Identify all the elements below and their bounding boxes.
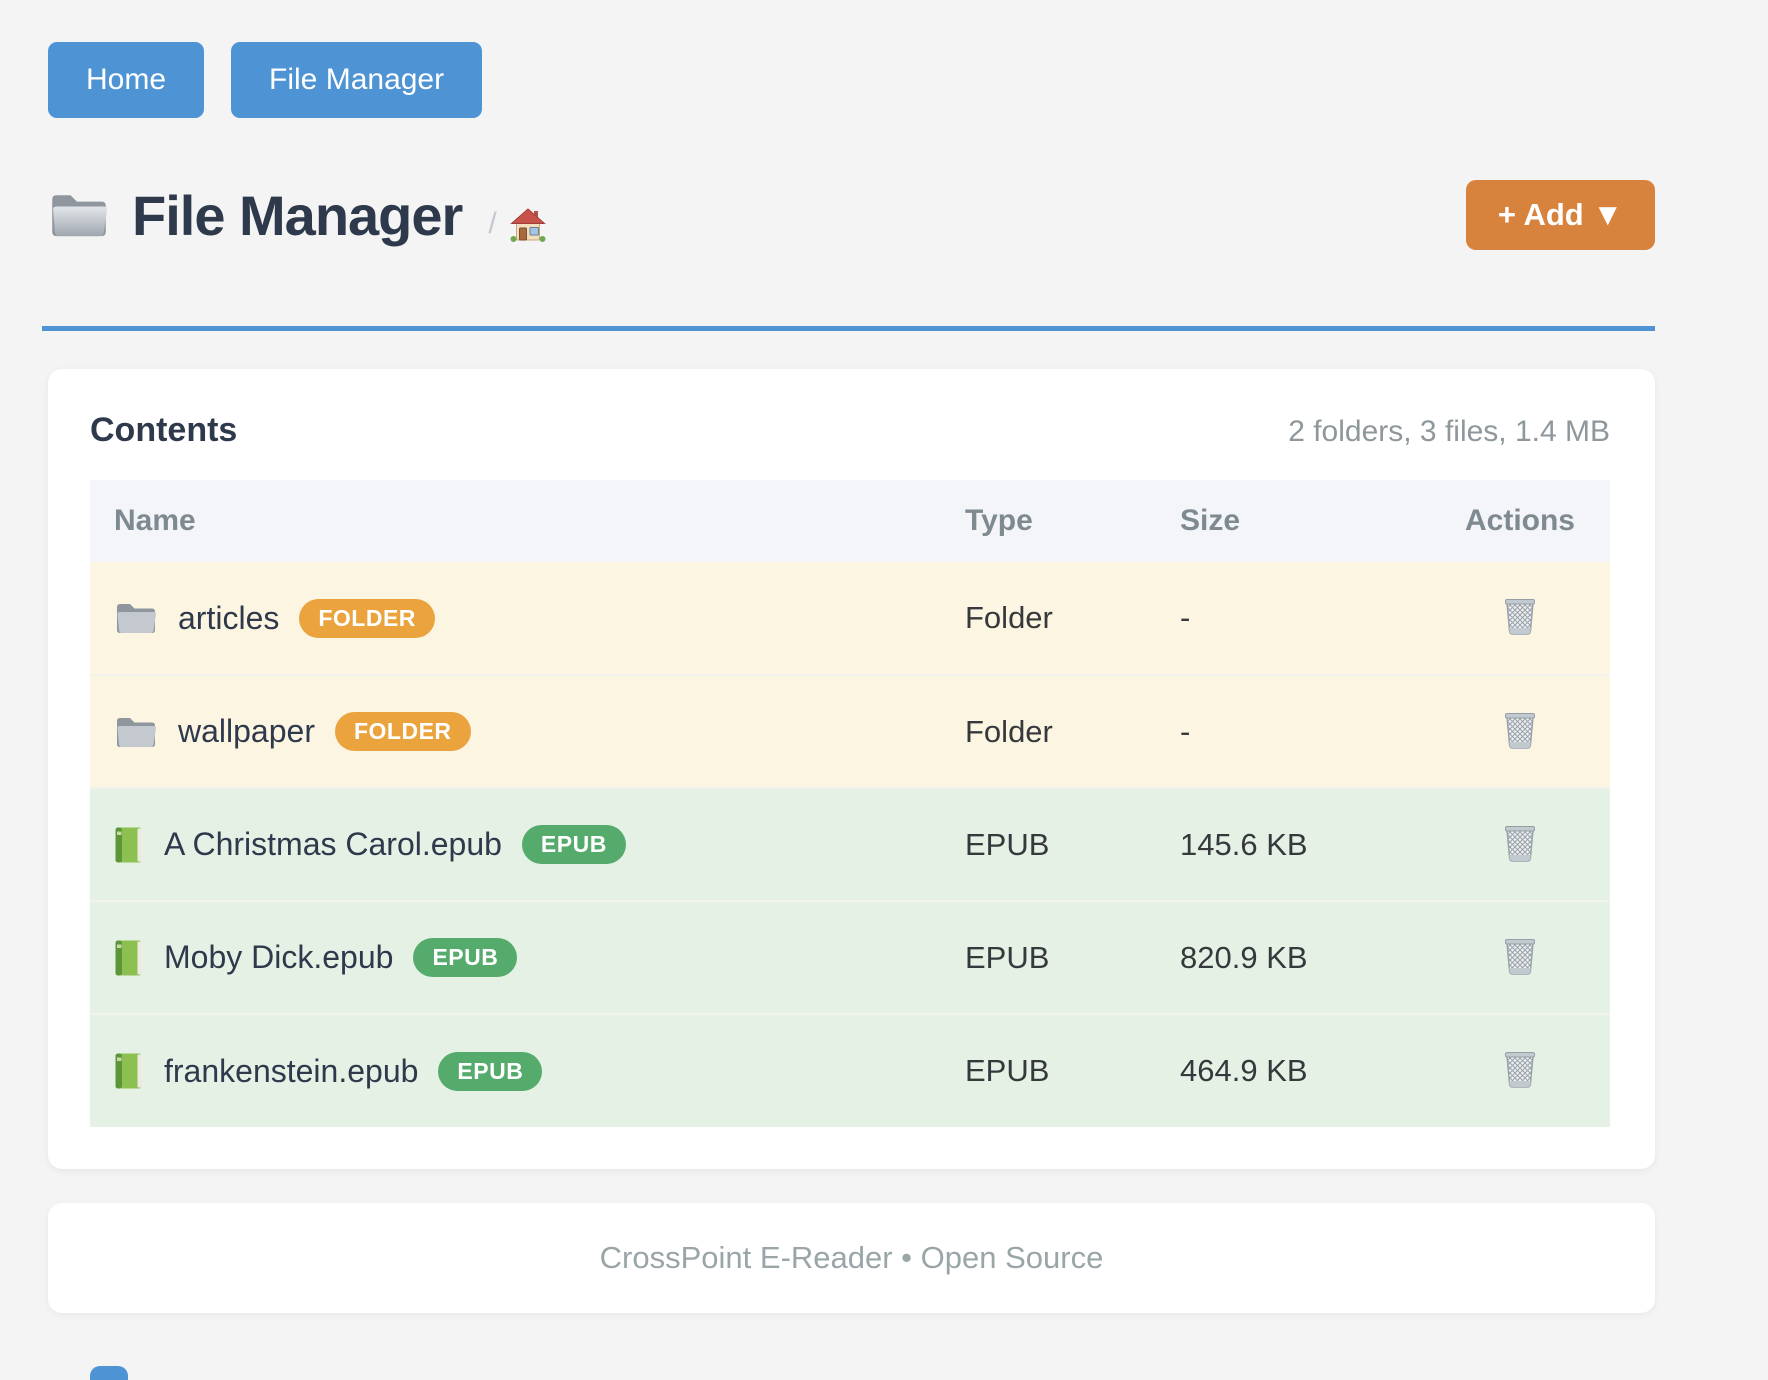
item-type: Folder — [965, 674, 1180, 788]
table-row[interactable]: A Christmas Carol.epub EPUB EPUB 145.6 K… — [90, 787, 1610, 901]
item-type: EPUB — [965, 1013, 1180, 1127]
title-group: File Manager / — [48, 183, 547, 248]
trash-icon — [1500, 822, 1540, 864]
type-badge: FOLDER — [299, 598, 435, 638]
partially-visible-button[interactable] — [90, 1366, 128, 1380]
item-size: - — [1180, 562, 1430, 675]
item-type: Folder — [965, 562, 1180, 675]
column-header-type: Type — [965, 480, 1180, 562]
breadcrumb: / — [488, 206, 546, 242]
contents-title: Contents — [90, 411, 238, 449]
top-nav: Home File Manager — [48, 42, 1655, 118]
nav-home-button[interactable]: Home — [48, 42, 205, 118]
folder-icon — [114, 600, 158, 636]
item-size: - — [1180, 674, 1430, 788]
item-size: 820.9 KB — [1180, 900, 1430, 1014]
table-row[interactable]: frankenstein.epub EPUB EPUB 464.9 KB — [90, 1013, 1610, 1127]
home-icon[interactable] — [509, 206, 547, 242]
folder-icon — [114, 714, 158, 750]
book-icon — [114, 826, 144, 864]
contents-summary: 2 folders, 3 files, 1.4 MB — [1288, 415, 1610, 448]
item-type: EPUB — [965, 787, 1180, 901]
item-name[interactable]: Moby Dick.epub — [164, 939, 394, 975]
column-header-size: Size — [1180, 480, 1430, 562]
breadcrumb-separator: / — [488, 207, 497, 240]
delete-button[interactable] — [1496, 705, 1544, 755]
type-badge: EPUB — [413, 938, 518, 977]
delete-button[interactable] — [1496, 931, 1544, 981]
type-badge: EPUB — [521, 825, 626, 864]
footer-text: CrossPoint E-Reader • Open Source — [599, 1240, 1104, 1275]
delete-button[interactable] — [1496, 591, 1544, 641]
item-type: EPUB — [965, 900, 1180, 1014]
book-icon — [114, 1052, 144, 1090]
trash-icon — [1500, 709, 1540, 751]
column-header-name: Name — [90, 480, 965, 562]
contents-table: Name Type Size Actions — [90, 480, 1610, 1127]
trash-icon — [1500, 595, 1540, 637]
trash-icon — [1500, 935, 1540, 977]
trash-icon — [1500, 1048, 1540, 1090]
folder-icon — [48, 189, 110, 241]
delete-button[interactable] — [1496, 818, 1544, 868]
page-title: File Manager — [132, 183, 463, 247]
type-badge: FOLDER — [334, 712, 471, 751]
title-divider — [42, 326, 1655, 331]
item-name[interactable]: wallpaper — [178, 713, 315, 749]
book-icon — [114, 939, 144, 977]
nav-file-manager-button[interactable]: File Manager — [231, 42, 483, 118]
card-header: Contents 2 folders, 3 files, 1.4 MB — [90, 411, 1610, 450]
add-button[interactable]: + Add ▼ — [1465, 180, 1655, 250]
footer: CrossPoint E-Reader • Open Source — [48, 1203, 1655, 1313]
item-size: 145.6 KB — [1180, 787, 1430, 901]
item-name[interactable]: articles — [178, 599, 280, 636]
table-row[interactable]: articles FOLDER Folder - — [90, 562, 1610, 675]
item-name[interactable]: frankenstein.epub — [164, 1052, 419, 1089]
type-badge: EPUB — [438, 1051, 543, 1091]
contents-table-body: articles FOLDER Folder - — [90, 562, 1610, 1127]
item-name[interactable]: A Christmas Carol.epub — [164, 826, 502, 862]
contents-card: Contents 2 folders, 3 files, 1.4 MB Name… — [48, 369, 1655, 1169]
item-size: 464.9 KB — [1180, 1013, 1430, 1127]
table-row[interactable]: wallpaper FOLDER Folder - — [90, 674, 1610, 788]
table-header-row: Name Type Size Actions — [90, 480, 1610, 562]
page-header: File Manager / + Add ▼ — [48, 172, 1655, 258]
delete-button[interactable] — [1496, 1044, 1544, 1094]
table-row[interactable]: Moby Dick.epub EPUB EPUB 820.9 KB — [90, 900, 1610, 1014]
column-header-actions: Actions — [1430, 480, 1610, 562]
